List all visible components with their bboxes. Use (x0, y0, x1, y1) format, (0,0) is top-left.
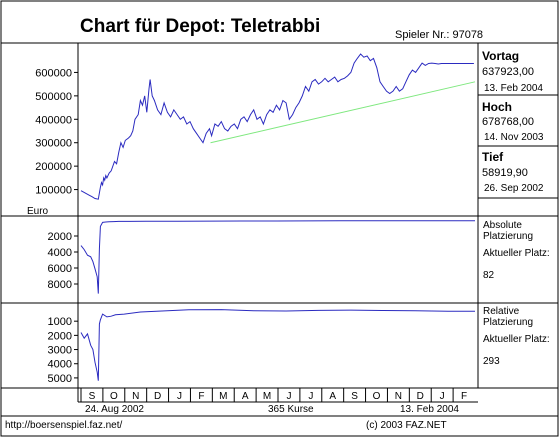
tief-date: 26. Sep 2002 (484, 183, 544, 194)
absolute-current-value: 82 (483, 270, 495, 281)
month-label: D (154, 391, 161, 402)
y-tick-label: 300000 (35, 138, 72, 150)
relative-rank-label: Relative Platzierung (483, 306, 534, 328)
y-tick-label: 8000 (48, 279, 72, 291)
footer-url[interactable]: http://boersenspiel.faz.net/ (5, 420, 123, 431)
vortag-date: 13. Feb 2004 (484, 83, 543, 94)
series-line-absolute-rank (80, 220, 475, 294)
month-label: S (89, 391, 96, 402)
chart-ticks: 100000 200000 300000 400000 500000 600000 2000… (35, 67, 467, 402)
x-end-date: 13. Feb 2004 (400, 404, 459, 415)
y-tick-label: 500000 (35, 91, 72, 103)
month-label: S (351, 391, 358, 402)
y-tick-label: 1000 (48, 316, 72, 328)
y-tick-label: 4000 (48, 359, 72, 371)
month-label: M (263, 391, 271, 402)
month-label: A (329, 391, 336, 402)
y-tick-label: 600000 (35, 67, 72, 79)
y-tick-label: 4000 (48, 247, 72, 259)
footer-copyright: (c) 2003 FAZ.NET (366, 420, 447, 431)
x-count-label: 365 Kurse (268, 404, 314, 415)
chart-marks (80, 53, 476, 381)
y-tick-label: 2000 (48, 231, 72, 243)
hoch-value: 678768,00 (482, 116, 534, 128)
month-label: J (440, 391, 445, 402)
hoch-date: 14. Nov 2003 (484, 132, 544, 143)
relative-current-value: 293 (483, 356, 500, 367)
month-label: N (132, 391, 139, 402)
month-label: M (219, 391, 227, 402)
y-tick-label: 2000 (48, 330, 72, 342)
y-tick-label: 400000 (35, 114, 72, 126)
absolute-current-label: Aktueller Platz: (483, 248, 550, 259)
y-tick-label: 100000 (35, 185, 72, 197)
vortag-value: 637923,00 (482, 66, 534, 78)
vortag-label: Vortag (482, 49, 520, 63)
month-label: J (286, 391, 291, 402)
tief-label: Tief (482, 150, 504, 164)
y-tick-label: 3000 (48, 345, 72, 357)
x-start-date: 24. Aug 2002 (85, 404, 144, 415)
month-label: D (417, 391, 424, 402)
month-label: A (242, 391, 249, 402)
y-tick-label: 6000 (48, 263, 72, 275)
trend-line (210, 81, 476, 144)
hoch-label: Hoch (482, 100, 512, 114)
y-tick-label: 5000 (48, 373, 72, 385)
tief-value: 58919,90 (482, 167, 528, 179)
y-axis-unit-label: Euro (27, 206, 49, 217)
month-label: F (461, 391, 467, 402)
y-tick-label: 200000 (35, 161, 72, 173)
month-label: F (198, 391, 204, 402)
relative-current-label: Aktueller Platz: (483, 334, 550, 345)
chart-title: Chart für Depot: Teletrabbi (80, 16, 321, 37)
series-line-value (80, 53, 474, 200)
series-line-relative-rank (80, 309, 476, 381)
month-label: O (373, 391, 381, 402)
player-number: Spieler Nr.: 97078 (395, 29, 484, 41)
month-label: J (177, 391, 182, 402)
month-label: O (110, 391, 118, 402)
absolute-rank-label: Absolute Platzierung (483, 220, 534, 242)
month-label: N (395, 391, 402, 402)
month-label: J (308, 391, 313, 402)
